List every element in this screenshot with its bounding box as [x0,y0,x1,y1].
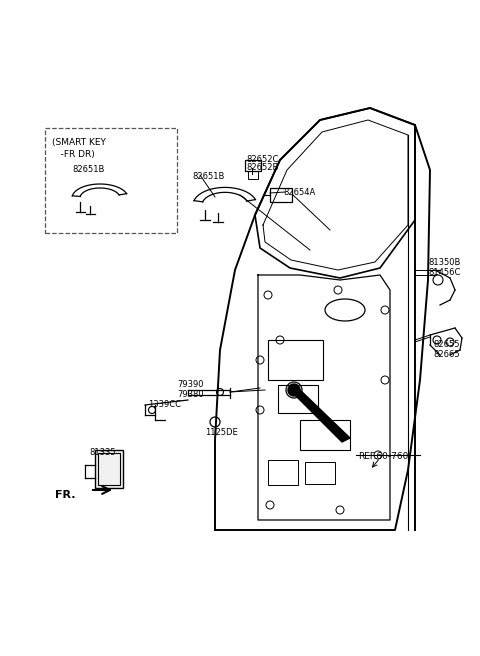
Bar [95,450,123,488]
Text: -FR DR): -FR DR) [52,150,95,159]
Polygon shape [290,388,350,442]
Text: 1125DE: 1125DE [205,428,238,437]
Bar [245,160,261,171]
Text: 79380: 79380 [177,390,204,399]
Bar [45,128,177,233]
Bar [98,453,120,485]
Text: 82652B: 82652B [246,163,278,172]
Text: FR.: FR. [55,490,75,500]
Text: 82651B: 82651B [72,165,104,174]
Circle shape [288,384,300,396]
Bar [270,188,292,202]
Text: 81350B: 81350B [428,258,460,267]
Text: 81456C: 81456C [428,268,460,277]
Bar [300,420,350,450]
Text: 82651B: 82651B [192,172,224,181]
Text: 82665: 82665 [433,350,460,359]
Text: 82654A: 82654A [283,188,315,197]
Text: 81335: 81335 [90,448,116,457]
Text: 79390: 79390 [177,380,204,389]
Bar [268,460,298,485]
Text: 82652C: 82652C [246,155,278,164]
Text: 82655: 82655 [433,340,459,349]
Bar [268,340,323,380]
Text: 1339CC: 1339CC [148,400,181,409]
Bar [278,385,318,413]
Bar [248,171,258,179]
Text: REF.60-760: REF.60-760 [358,452,408,461]
Text: (SMART KEY: (SMART KEY [52,138,106,147]
Bar [305,462,335,484]
